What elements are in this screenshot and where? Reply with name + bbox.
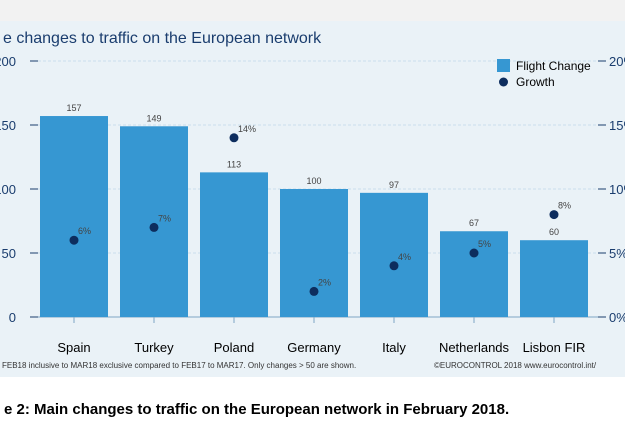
category-label: Turkey [134, 340, 174, 355]
figure-caption: e 2: Main changes to traffic on the Euro… [4, 401, 510, 418]
bar [360, 192, 428, 317]
growth-dot [309, 286, 319, 296]
left-tick-label: 0 [9, 310, 16, 325]
bar [200, 172, 268, 317]
chart-title: e changes to traffic on the European net… [3, 30, 322, 47]
legend-bar-swatch [497, 59, 510, 72]
legend: Flight Change Growth [497, 59, 591, 89]
bar-value-label: 113 [227, 159, 241, 169]
footnote-source: FEB18 inclusive to MAR18 exclusive compa… [2, 361, 357, 370]
bar-value-label: 67 [469, 218, 479, 228]
right-tick-label: 20% [609, 54, 625, 69]
growth-value-label: 5% [478, 239, 491, 249]
growth-dot [389, 261, 399, 271]
category-label: Spain [57, 340, 90, 355]
growth-dot [149, 222, 159, 232]
left-axis-ticks: 0 50 100 150 200 [0, 54, 38, 325]
growth-value-label: 4% [398, 252, 411, 262]
bar-value-label: 100 [306, 176, 321, 186]
bar [280, 189, 348, 317]
bar-value-label: 60 [549, 227, 559, 237]
growth-value-label: 6% [78, 226, 91, 236]
growth-dot [69, 235, 79, 245]
left-tick-label: 100 [0, 182, 16, 197]
category-label: Netherlands [439, 340, 510, 355]
growth-dot [549, 210, 559, 220]
legend-flight-change: Flight Change [516, 59, 591, 73]
right-tick-label: 0% [609, 310, 625, 325]
category-label: Poland [214, 340, 254, 355]
bar [120, 126, 188, 317]
right-tick-label: 5% [609, 246, 625, 261]
bar-value-label: 157 [66, 103, 81, 113]
bars: 157 149 113 100 97 67 60 [40, 103, 588, 317]
growth-value-label: 14% [238, 124, 256, 134]
left-tick-label: 50 [2, 246, 16, 261]
top-band [0, 0, 625, 21]
growth-dot [469, 248, 479, 258]
category-label: Lisbon FIR [523, 340, 586, 355]
growth-value-label: 2% [318, 277, 331, 287]
category-label: Germany [287, 340, 341, 355]
bar [520, 240, 588, 317]
right-tick-label: 10% [609, 182, 625, 197]
chart: 0 50 100 150 200 0% 5% 10% 15% 20% 157 149 113 100 9… [0, 54, 625, 355]
footnote-copyright: ©EUROCONTROL 2018 www.eurocontrol.int/ [434, 361, 597, 370]
category-labels: Spain Turkey Poland Germany Italy Netherlands… [57, 317, 585, 355]
growth-value-label: 7% [158, 213, 171, 223]
legend-growth: Growth [516, 75, 555, 89]
bar [40, 116, 108, 317]
left-tick-label: 200 [0, 54, 16, 69]
right-tick-label: 15% [609, 118, 625, 133]
growth-value-label: 8% [558, 201, 571, 211]
bar [440, 231, 508, 317]
growth-dot [229, 133, 239, 143]
right-axis-ticks: 0% 5% 10% 15% 20% [598, 54, 625, 325]
bar-value-label: 149 [146, 113, 161, 123]
growth-dots: 6% 7% 14% 2% 4% 5% 8% [69, 124, 571, 296]
bar-value-label: 97 [389, 180, 399, 190]
left-tick-label: 150 [0, 118, 16, 133]
legend-growth-swatch [499, 77, 508, 87]
category-label: Italy [382, 340, 406, 355]
